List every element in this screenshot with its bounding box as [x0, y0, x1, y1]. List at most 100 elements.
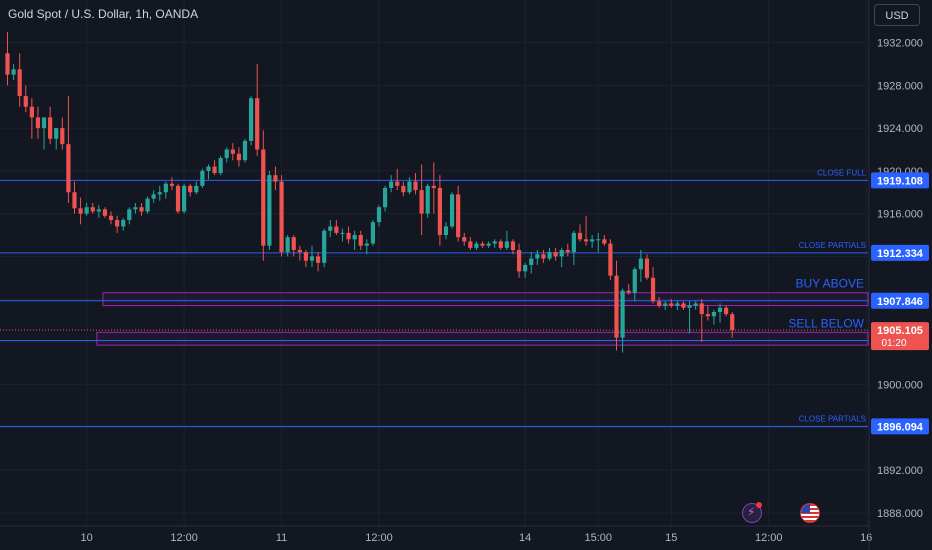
candle-body[interactable] — [145, 198, 150, 212]
candle-body[interactable] — [11, 69, 16, 75]
candle-body[interactable] — [711, 311, 717, 317]
candle-body[interactable] — [407, 181, 412, 193]
candle-body[interactable] — [590, 239, 595, 242]
candle-body[interactable] — [614, 275, 619, 338]
candle-body[interactable] — [346, 232, 351, 240]
candle-body[interactable] — [401, 185, 406, 193]
candle-body[interactable] — [705, 314, 710, 317]
us-flag-icon[interactable] — [800, 503, 820, 523]
candle-body[interactable] — [724, 307, 729, 315]
candle-body[interactable] — [535, 254, 540, 259]
candle-body[interactable] — [133, 207, 138, 210]
candle-body[interactable] — [224, 149, 229, 159]
candle-body[interactable] — [249, 98, 254, 141]
candle-body[interactable] — [212, 166, 217, 174]
candle-body[interactable] — [255, 98, 260, 150]
candle-body[interactable] — [498, 241, 503, 248]
candle-body[interactable] — [352, 235, 357, 240]
candle-body[interactable] — [687, 305, 692, 308]
flash-icon[interactable] — [742, 503, 762, 523]
candle-body[interactable] — [389, 181, 394, 188]
candle-body[interactable] — [151, 194, 156, 199]
candle-body[interactable] — [5, 53, 10, 75]
candle-body[interactable] — [96, 209, 101, 212]
candle-body[interactable] — [35, 117, 41, 129]
candle-body[interactable] — [322, 230, 327, 263]
candle-body[interactable] — [285, 237, 290, 253]
candle-body[interactable] — [608, 243, 613, 276]
candle-body[interactable] — [115, 220, 120, 227]
candle-body[interactable] — [449, 194, 455, 227]
candle-body[interactable] — [529, 258, 534, 265]
candle-body[interactable] — [492, 241, 497, 244]
candle-body[interactable] — [200, 170, 205, 186]
candle-body[interactable] — [382, 187, 388, 208]
candle-body[interactable] — [730, 314, 735, 331]
candle-body[interactable] — [206, 166, 211, 171]
candle-body[interactable] — [480, 243, 485, 246]
candle-body[interactable] — [620, 290, 625, 338]
candle-body[interactable] — [218, 158, 223, 174]
candle-body[interactable] — [157, 192, 162, 195]
candle-body[interactable] — [474, 243, 479, 248]
candle-body[interactable] — [431, 185, 436, 188]
candle-body[interactable] — [571, 232, 576, 253]
candle-body[interactable] — [29, 106, 34, 118]
candle-body[interactable] — [41, 117, 47, 129]
candle-body[interactable] — [675, 303, 680, 306]
candle-body[interactable] — [236, 153, 242, 161]
zone-box[interactable] — [96, 331, 869, 346]
candle-body[interactable] — [541, 254, 546, 259]
candle-body[interactable] — [90, 207, 95, 212]
candle-body[interactable] — [303, 252, 309, 261]
candle-body[interactable] — [66, 144, 71, 193]
candle-body[interactable] — [175, 185, 181, 212]
candle-body[interactable] — [23, 96, 28, 107]
candle-body[interactable] — [78, 208, 83, 214]
candle-body[interactable] — [121, 220, 126, 227]
candle-body[interactable] — [297, 249, 302, 253]
candle-body[interactable] — [315, 256, 321, 263]
candle-body[interactable] — [163, 183, 168, 193]
candle-body[interactable] — [54, 128, 59, 139]
candle-body[interactable] — [456, 194, 461, 238]
candle-body[interactable] — [644, 258, 650, 278]
candle-body[interactable] — [242, 140, 248, 161]
candle-body[interactable] — [328, 226, 333, 231]
candle-body[interactable] — [273, 175, 278, 182]
candle-body[interactable] — [577, 232, 583, 240]
candle-body[interactable] — [650, 277, 656, 302]
candle-body[interactable] — [169, 183, 175, 186]
candle-body[interactable] — [632, 269, 637, 293]
candle-body[interactable] — [358, 235, 363, 246]
candle-body[interactable] — [48, 117, 53, 139]
currency-button[interactable]: USD — [874, 4, 920, 26]
candle-body[interactable] — [370, 222, 375, 244]
candle-body[interactable] — [340, 232, 345, 234]
candle-body[interactable] — [553, 252, 558, 257]
candle-body[interactable] — [376, 207, 382, 223]
candle-body[interactable] — [443, 226, 449, 236]
candle-body[interactable] — [516, 249, 522, 272]
candle-body[interactable] — [108, 215, 114, 221]
candle-body[interactable] — [699, 303, 704, 315]
candle-body[interactable] — [437, 187, 442, 236]
candle-body[interactable] — [559, 249, 564, 257]
candle-body[interactable] — [419, 190, 424, 214]
candle-body[interactable] — [395, 181, 400, 186]
candle-body[interactable] — [663, 303, 668, 306]
candle-body[interactable] — [510, 241, 516, 250]
candle-body[interactable] — [291, 237, 296, 250]
candle-body[interactable] — [230, 149, 235, 154]
candle-body[interactable] — [462, 237, 467, 242]
candle-body[interactable] — [17, 69, 22, 97]
candle-body[interactable] — [364, 243, 369, 246]
candle-body[interactable] — [626, 290, 631, 293]
candle-body[interactable] — [413, 181, 418, 191]
candle-body[interactable] — [182, 185, 187, 212]
zone-box[interactable] — [102, 292, 869, 307]
candle-body[interactable] — [267, 175, 272, 246]
candle-body[interactable] — [127, 209, 132, 221]
candle-body[interactable] — [669, 303, 674, 306]
